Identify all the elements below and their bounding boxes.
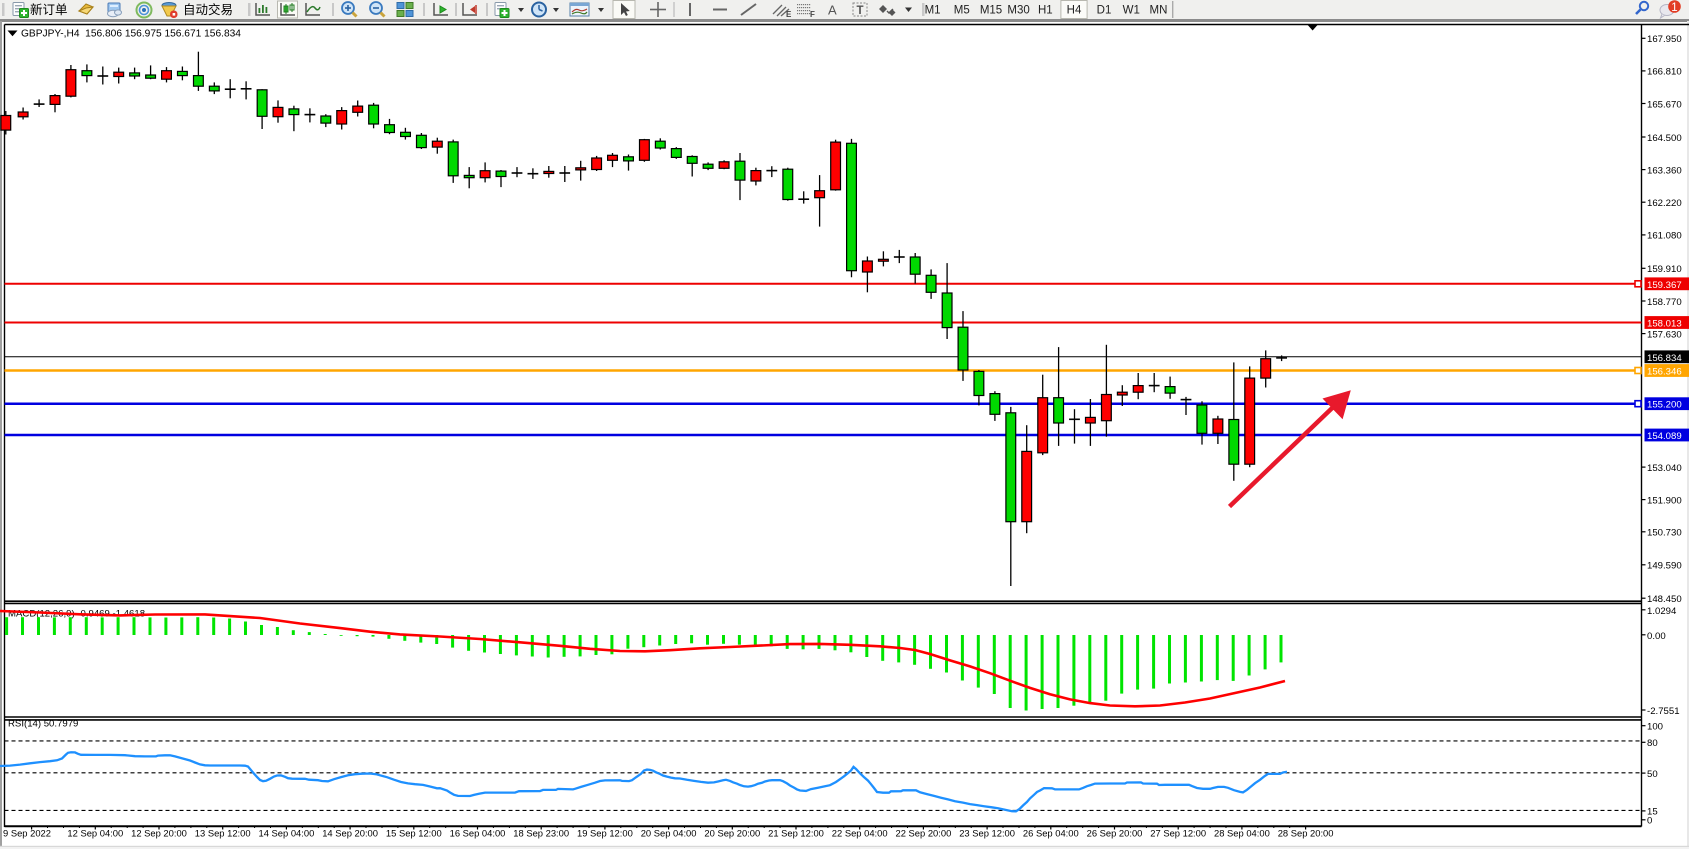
svg-text:14 Sep 04:00: 14 Sep 04:00 — [259, 828, 315, 839]
svg-text:1: 1 — [1671, 2, 1677, 14]
svg-text:167.950: 167.950 — [1647, 34, 1682, 45]
svg-text:20 Sep 04:00: 20 Sep 04:00 — [641, 828, 697, 839]
svg-text:M1: M1 — [925, 5, 941, 17]
svg-text:18 Sep 23:00: 18 Sep 23:00 — [513, 828, 569, 839]
svg-text:100: 100 — [1647, 722, 1663, 733]
svg-text:155.200: 155.200 — [1647, 400, 1682, 411]
svg-text:RSI(14) 50.7979: RSI(14) 50.7979 — [8, 719, 78, 730]
svg-text:159.910: 159.910 — [1647, 264, 1682, 275]
svg-text:0.00: 0.00 — [1647, 631, 1666, 642]
svg-text:19 Sep 12:00: 19 Sep 12:00 — [577, 828, 633, 839]
svg-text:158.770: 158.770 — [1647, 297, 1682, 308]
svg-text:148.450: 148.450 — [1647, 594, 1682, 605]
svg-text:MN: MN — [1150, 5, 1168, 17]
svg-text:151.900: 151.900 — [1647, 495, 1682, 506]
svg-text:157.630: 157.630 — [1647, 329, 1682, 340]
svg-text:F: F — [810, 10, 815, 19]
svg-text:A: A — [828, 3, 837, 18]
svg-text:150.730: 150.730 — [1647, 528, 1682, 539]
svg-text:26 Sep 04:00: 26 Sep 04:00 — [1023, 828, 1079, 839]
svg-text:80: 80 — [1647, 738, 1658, 749]
svg-text:自动交易: 自动交易 — [183, 2, 233, 17]
svg-text:153.040: 153.040 — [1647, 463, 1682, 474]
svg-text:156.834: 156.834 — [1647, 353, 1682, 364]
svg-text:新订单: 新订单 — [30, 2, 68, 17]
svg-text:23 Sep 12:00: 23 Sep 12:00 — [959, 828, 1015, 839]
svg-text:M30: M30 — [1007, 5, 1029, 17]
svg-text:9 Sep 2022: 9 Sep 2022 — [3, 828, 51, 839]
svg-text:0: 0 — [1647, 816, 1652, 827]
svg-text:16 Sep 04:00: 16 Sep 04:00 — [450, 828, 506, 839]
svg-text:15: 15 — [1647, 807, 1658, 818]
svg-text:154.089: 154.089 — [1647, 431, 1682, 442]
svg-text:12 Sep 04:00: 12 Sep 04:00 — [67, 828, 123, 839]
svg-text:H4: H4 — [1067, 5, 1082, 17]
svg-text:21 Sep 12:00: 21 Sep 12:00 — [768, 828, 824, 839]
svg-text:W1: W1 — [1123, 5, 1140, 17]
svg-text:22 Sep 20:00: 22 Sep 20:00 — [896, 828, 952, 839]
svg-text:14 Sep 20:00: 14 Sep 20:00 — [322, 828, 378, 839]
svg-text:M5: M5 — [954, 5, 970, 17]
svg-text:159.367: 159.367 — [1647, 280, 1682, 291]
svg-text:-2.7551: -2.7551 — [1647, 706, 1680, 717]
svg-text:12 Sep 20:00: 12 Sep 20:00 — [131, 828, 187, 839]
svg-text:27 Sep 12:00: 27 Sep 12:00 — [1150, 828, 1206, 839]
svg-text:20 Sep 20:00: 20 Sep 20:00 — [704, 828, 760, 839]
svg-text:166.810: 166.810 — [1647, 67, 1682, 78]
svg-text:15 Sep 12:00: 15 Sep 12:00 — [386, 828, 442, 839]
svg-text:T: T — [857, 5, 864, 17]
svg-text:28 Sep 04:00: 28 Sep 04:00 — [1214, 828, 1270, 839]
svg-text:H1: H1 — [1038, 5, 1053, 17]
svg-text:50: 50 — [1647, 769, 1658, 780]
svg-text:161.080: 161.080 — [1647, 231, 1682, 242]
svg-text:13 Sep 12:00: 13 Sep 12:00 — [195, 828, 251, 839]
svg-text:1.0294: 1.0294 — [1647, 606, 1677, 617]
svg-text:M15: M15 — [980, 5, 1002, 17]
svg-text:158.013: 158.013 — [1647, 319, 1682, 330]
svg-text:164.500: 164.500 — [1647, 133, 1682, 144]
svg-text:28 Sep 20:00: 28 Sep 20:00 — [1278, 828, 1334, 839]
svg-text:E: E — [786, 10, 792, 19]
svg-text:163.360: 163.360 — [1647, 165, 1682, 176]
svg-text:GBPJPY-,H4 156.806 156.975 15: GBPJPY-,H4 156.806 156.975 156.671 156.8… — [21, 28, 241, 39]
svg-text:D1: D1 — [1097, 5, 1112, 17]
svg-text:149.590: 149.590 — [1647, 561, 1682, 572]
svg-text:165.670: 165.670 — [1647, 99, 1682, 110]
svg-text:26 Sep 20:00: 26 Sep 20:00 — [1087, 828, 1143, 839]
svg-text:22 Sep 04:00: 22 Sep 04:00 — [832, 828, 888, 839]
svg-text:162.220: 162.220 — [1647, 198, 1682, 209]
svg-text:156.346: 156.346 — [1647, 367, 1682, 378]
